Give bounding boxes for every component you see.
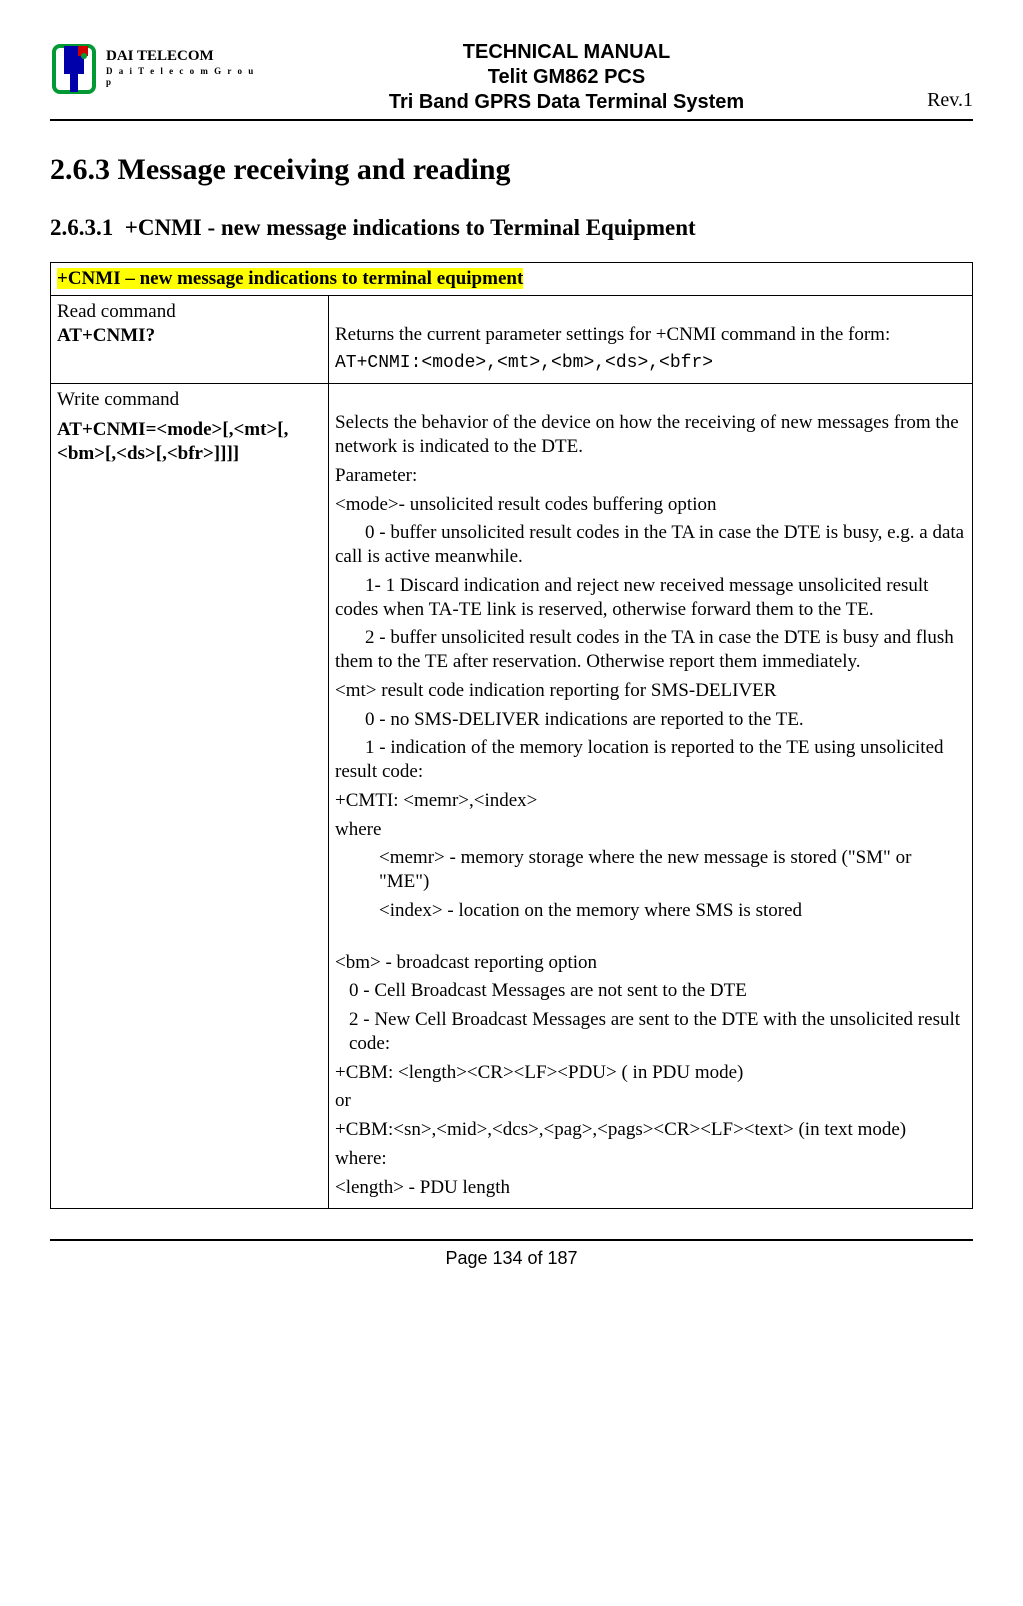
write-command-label: Write command [57,388,322,412]
read-command-label: Read command [57,300,322,324]
write-p6: 2 - buffer unsolicited result codes in t… [335,626,966,674]
write-p19: +CBM:<sn>,<mid>,<dcs>,<pag>,<pags><CR><L… [335,1118,966,1142]
write-p10: +CMTI: <memr>,<index> [335,789,966,813]
write-p17: +CBM: <length><CR><LF><PDU> ( in PDU mod… [335,1061,966,1085]
table-row: Write command AT+CNMI=<mode>[,<mt>[,<bm>… [51,384,973,1209]
write-p12: <memr> - memory storage where the new me… [335,846,966,894]
write-p16: 2 - New Cell Broadcast Messages are sent… [335,1008,966,1056]
write-p21: <length> - PDU length [335,1176,966,1200]
write-p7: <mt> result code indication reporting fo… [335,679,966,703]
header-title-2: Telit GM862 PCS [260,65,873,90]
header-titles: TECHNICAL MANUAL Telit GM862 PCS Tri Ban… [260,40,873,115]
write-command-cell: Write command AT+CNMI=<mode>[,<mt>[,<bm>… [51,384,329,1209]
header-revision: Rev.1 [873,88,973,115]
read-desc-text: Returns the current parameter settings f… [335,323,966,347]
subsection-number: 2.6.3.1 [50,215,113,240]
write-p11: where [335,818,966,842]
read-command-syntax: AT+CNMI? [57,324,322,348]
table-header-highlight: +CNMI – new message indications to termi… [57,268,523,289]
section-title: Message receiving and reading [118,153,511,186]
read-command-cell: Read command AT+CNMI? [51,296,329,384]
page-footer: Page 134 of 187 [50,1239,973,1270]
page-header: DAI TELECOM D a i T e l e c o m G r o u … [50,40,973,121]
write-p18: or [335,1089,966,1113]
table-header-row: +CNMI – new message indications to termi… [51,263,973,296]
telecom-icon [50,40,98,96]
table-row: Read command AT+CNMI? Returns the curren… [51,296,973,384]
write-description-cell: Selects the behavior of the device on ho… [329,384,973,1209]
write-p14: <bm> - broadcast reporting option [335,951,966,975]
write-p15: 0 - Cell Broadcast Messages are not sent… [335,979,966,1003]
company-logo: DAI TELECOM D a i T e l e c o m G r o u … [50,40,260,96]
write-p1: Selects the behavior of the device on ho… [335,411,966,459]
write-p9: 1 - indication of the memory location is… [335,736,966,784]
write-p8: 0 - no SMS-DELIVER indications are repor… [335,708,966,732]
read-description-cell: Returns the current parameter settings f… [329,296,973,384]
write-p4: 0 - buffer unsolicited result codes in t… [335,521,966,569]
company-name-top: DAI TELECOM [106,47,260,66]
header-title-3: Tri Band GPRS Data Terminal System [260,90,873,115]
command-table: +CNMI – new message indications to termi… [50,262,973,1209]
header-title-1: TECHNICAL MANUAL [260,40,873,65]
write-command-syntax: AT+CNMI=<mode>[,<mt>[,<bm>[,<ds>[,<bfr>]… [57,418,322,466]
section-number: 2.6.3 [50,153,110,186]
write-p3: <mode>- unsolicited result codes bufferi… [335,493,966,517]
company-name-bottom: D a i T e l e c o m G r o u p [106,66,260,89]
write-p5: 1- 1 Discard indication and reject new r… [335,574,966,622]
write-p20: where: [335,1147,966,1171]
company-name: DAI TELECOM D a i T e l e c o m G r o u … [106,47,260,88]
read-desc-code: AT+CNMI:<mode>,<mt>,<bm>,<ds>,<bfr> [335,352,966,375]
write-p2: Parameter: [335,464,966,488]
subsection-heading: 2.6.3.1 +CNMI - new message indications … [50,214,973,243]
table-header-cell: +CNMI – new message indications to termi… [51,263,973,296]
subsection-title: +CNMI - new message indications to Termi… [125,215,696,240]
section-heading: 2.6.3 Message receiving and reading [50,151,973,189]
write-p13: <index> - location on the memory where S… [335,899,966,923]
